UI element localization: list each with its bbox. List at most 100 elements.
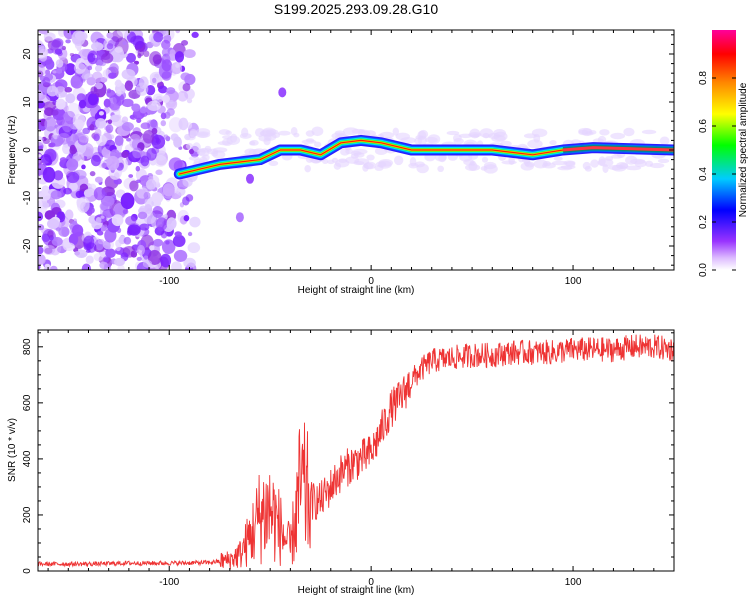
heatmap-noise-cell bbox=[123, 236, 132, 245]
heatmap-noise-cell bbox=[38, 136, 45, 147]
heatmap-noise-cell bbox=[130, 114, 138, 120]
heatmap-noise-cell bbox=[161, 239, 176, 255]
heatmap-noise-cell bbox=[50, 38, 64, 55]
heatmap-noise-cell bbox=[114, 135, 124, 146]
heatmap-noise-cell bbox=[85, 249, 91, 253]
heatmap-halo-cell bbox=[523, 133, 537, 139]
heatmap-noise-cell bbox=[83, 235, 95, 250]
heatmap-noise-cell bbox=[43, 32, 56, 42]
heatmap-noise-cell bbox=[55, 59, 64, 68]
spectrogram-x-tick-label: 100 bbox=[565, 276, 582, 287]
heatmap-noise-cell bbox=[93, 252, 104, 262]
heatmap-noise-cell bbox=[188, 148, 195, 155]
heatmap-halo-cell bbox=[625, 155, 638, 165]
heatmap-noise-cell bbox=[56, 68, 63, 74]
heatmap-noise-cell bbox=[93, 186, 106, 201]
heatmap-trace-core bbox=[562, 146, 674, 152]
heatmap-noise-cell bbox=[116, 114, 122, 119]
heatmap-noise-cell bbox=[95, 242, 104, 251]
heatmap-noise-cell bbox=[82, 127, 91, 135]
heatmap-noise-cell bbox=[183, 257, 196, 269]
heatmap-noise-cell bbox=[171, 261, 182, 270]
heatmap-halo-cell bbox=[602, 164, 609, 173]
heatmap-noise-cell bbox=[90, 154, 101, 167]
heatmap-halo-cell bbox=[481, 156, 489, 163]
heatmap-noise-cell bbox=[131, 103, 141, 112]
heatmap-noise-cell bbox=[183, 49, 196, 59]
heatmap-noise-cell bbox=[93, 133, 100, 142]
heatmap-halo-cell bbox=[400, 137, 417, 144]
spectrogram-x-tick-label: 0 bbox=[368, 276, 374, 287]
heatmap-halo-cell bbox=[311, 126, 324, 137]
heatmap-noise-cell bbox=[49, 142, 56, 148]
heatmap-noise-cell bbox=[153, 31, 164, 43]
heatmap-noise-cell bbox=[95, 217, 102, 224]
heatmap-noise-cell bbox=[146, 100, 161, 111]
heatmap-noise-cell bbox=[168, 157, 183, 172]
spectrogram-y-tick-label: -10 bbox=[22, 190, 33, 205]
heatmap-halo-cell bbox=[659, 136, 670, 145]
heatmap-noise-cell bbox=[68, 233, 79, 246]
heatmap-noise-cell bbox=[87, 65, 93, 71]
heatmap-halo-cell bbox=[304, 164, 312, 173]
heatmap-noise-cell bbox=[66, 102, 81, 118]
heatmap-noise-cell bbox=[38, 154, 42, 158]
heatmap-noise-cell bbox=[106, 89, 116, 98]
heatmap-halo-cell bbox=[327, 159, 335, 165]
heatmap-halo-cell bbox=[290, 127, 298, 136]
heatmap-noise-cell bbox=[50, 190, 62, 200]
heatmap-noise-cell bbox=[108, 72, 117, 79]
heatmap-noise-cell bbox=[87, 52, 96, 63]
heatmap-noise-cell bbox=[139, 106, 147, 114]
colorbar-tick-label: 0.8 bbox=[698, 71, 709, 85]
heatmap-noise-cell bbox=[38, 246, 44, 255]
heatmap-halo-cell bbox=[197, 132, 209, 138]
heatmap-noise-cell bbox=[51, 109, 59, 116]
heatmap-halo-cell bbox=[641, 129, 657, 135]
heatmap-halo-cell bbox=[342, 127, 359, 136]
colorbar-tick-label: 0.0 bbox=[698, 263, 709, 277]
heatmap-noise-cell bbox=[107, 119, 113, 124]
heatmap-noise-cell bbox=[175, 63, 180, 68]
spectrogram-y-tick-label: -20 bbox=[22, 238, 33, 253]
heatmap-noise-cell bbox=[76, 93, 86, 102]
heatmap-halo-cell bbox=[565, 161, 576, 168]
heatmap-halo-cell bbox=[217, 141, 231, 146]
heatmap-noise-cell bbox=[106, 43, 114, 50]
heatmap-noise-cell bbox=[38, 264, 41, 270]
heatmap-noise-cell bbox=[152, 238, 164, 247]
heatmap-halo-cell bbox=[549, 139, 557, 146]
heatmap-noise-cell bbox=[74, 251, 81, 256]
colorbar-gradient bbox=[712, 30, 736, 270]
heatmap-blob bbox=[278, 87, 287, 98]
heatmap-halo-cell bbox=[268, 160, 279, 167]
heatmap-noise-cell bbox=[65, 39, 71, 44]
heatmap-halo-cell bbox=[468, 132, 482, 138]
heatmap-halo-cell bbox=[362, 163, 369, 172]
snr-y-tick-label: 800 bbox=[22, 338, 33, 355]
heatmap-noise-cell bbox=[53, 170, 64, 181]
colorbar-tick-label: 0.6 bbox=[698, 119, 709, 133]
heatmap-noise-cell bbox=[65, 93, 76, 104]
heatmap-noise-cell bbox=[61, 117, 74, 133]
heatmap-noise-cell bbox=[143, 191, 151, 200]
heatmap-noise-cell bbox=[178, 117, 189, 131]
heatmap-noise-cell bbox=[191, 31, 199, 39]
heatmap-noise-cell bbox=[63, 187, 72, 195]
heatmap-halo-cell bbox=[366, 154, 375, 161]
heatmap-noise-cell bbox=[174, 188, 180, 194]
heatmap-halo-cell bbox=[230, 133, 238, 143]
heatmap-noise-cell bbox=[182, 83, 191, 92]
heatmap-noise-cell bbox=[149, 51, 162, 66]
heatmap-noise-cell bbox=[41, 155, 52, 166]
heatmap-noise-cell bbox=[122, 41, 127, 46]
heatmap-noise-cell bbox=[160, 120, 167, 127]
heatmap-noise-cell bbox=[152, 77, 157, 84]
heatmap-halo-cell bbox=[581, 128, 592, 137]
heatmap-noise-cell bbox=[73, 62, 86, 74]
spectrogram-x-tick-label: -100 bbox=[159, 276, 179, 287]
heatmap-noise-cell bbox=[139, 223, 150, 231]
heatmap-halo-cell bbox=[592, 138, 604, 143]
snr-x-tick-label: -100 bbox=[159, 577, 179, 588]
heatmap-noise-cell bbox=[54, 86, 67, 98]
